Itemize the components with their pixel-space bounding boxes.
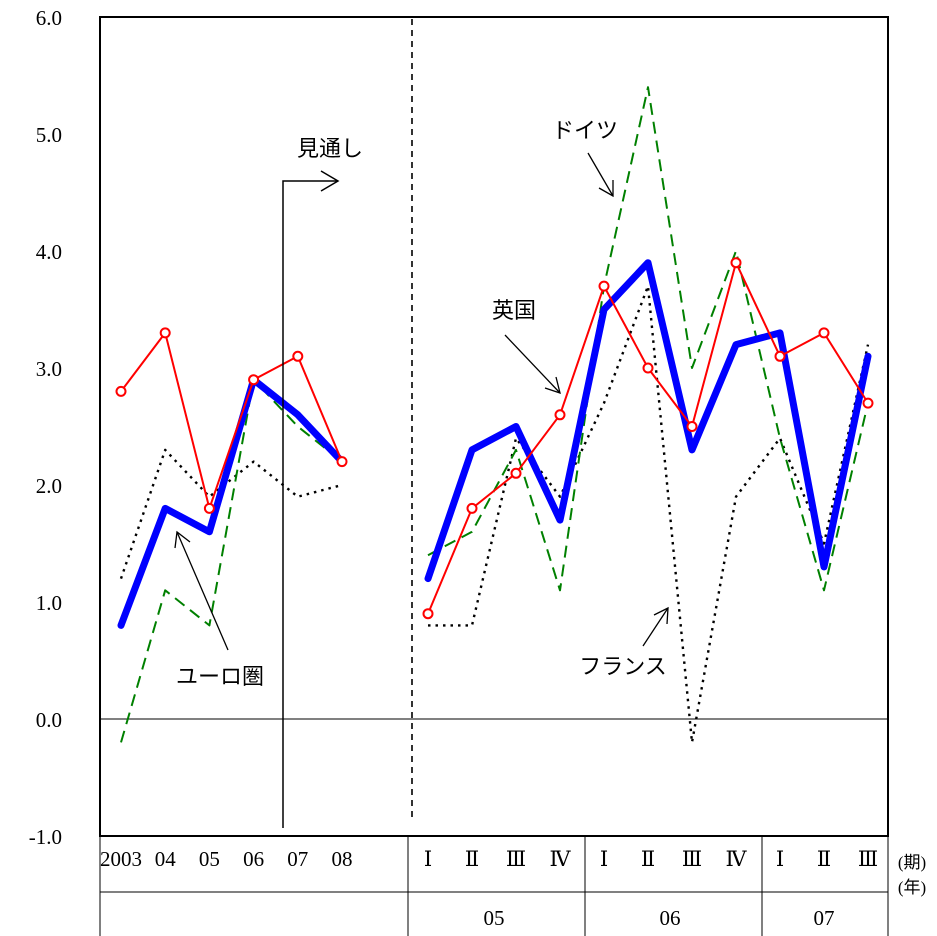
- x-tick-label-quarter: Ⅰ: [424, 847, 432, 871]
- x-axis-table: [99, 836, 889, 936]
- x-tick-label-annual: 06: [243, 847, 264, 871]
- x-tick-label-annual: 08: [332, 847, 353, 871]
- y-tick-label: 6.0: [36, 6, 62, 30]
- annotation-arrow-line: [176, 531, 229, 651]
- series-lines: [115, 86, 874, 744]
- series-1-point: [642, 362, 654, 374]
- series-2-annual-line: [120, 378, 343, 743]
- series-1-point: [248, 374, 260, 386]
- y-tick-label: 2.0: [36, 474, 62, 498]
- forecast-label: 見通し: [297, 136, 363, 161]
- series-1-point: [115, 385, 127, 397]
- series-1-point: [159, 327, 171, 339]
- x-year-label: 07: [814, 906, 835, 930]
- series-1-point: [686, 421, 698, 432]
- quarter-unit-label: (期): [898, 853, 926, 872]
- year-unit-label: (年): [898, 878, 926, 897]
- annotation-arrow-line: [642, 607, 669, 647]
- y-tick-label: 0.0: [36, 708, 62, 732]
- annotation-label: ユーロ圏: [176, 664, 264, 689]
- annotation-label: 英国: [492, 298, 536, 323]
- x-tick-label-annual: 04: [155, 847, 177, 871]
- series-1-point: [336, 456, 348, 468]
- annotation-label: ドイツ: [552, 118, 618, 143]
- annotation-arrow-line: [587, 152, 614, 197]
- x-tick-label-quarter: Ⅳ: [550, 847, 572, 871]
- forecast-arrow-line: [282, 180, 338, 828]
- annotation-uk: 英国: [492, 298, 561, 394]
- y-tick-label: 4.0: [36, 240, 62, 264]
- series-1-point: [598, 280, 610, 292]
- series-2-quarterly-line: [427, 86, 869, 592]
- y-tick-label: 1.0: [36, 591, 62, 615]
- annotation-arrow-line: [504, 334, 561, 394]
- annotation-arrow-head: [174, 530, 191, 549]
- x-tick-label-annual: 2003: [100, 847, 142, 871]
- x-tick-label-quarter: Ⅲ: [858, 847, 878, 871]
- y-tick-label: 5.0: [36, 123, 62, 147]
- x-tick-label-annual: 07: [287, 847, 308, 871]
- annotation-arrow-head: [544, 376, 561, 394]
- x-year-label: 05: [484, 906, 505, 930]
- y-tick-label: -1.0: [29, 825, 62, 849]
- plot-area: [99, 16, 889, 837]
- series-3-annual-line: [119, 448, 343, 579]
- series-1-point: [510, 467, 522, 479]
- series-1-point: [292, 350, 304, 362]
- series-1-point: [554, 409, 566, 421]
- annotation-label: フランス: [579, 654, 667, 679]
- series-1-point: [862, 397, 874, 409]
- series-0-quarterly-line: [424, 259, 872, 583]
- x-tick-label-quarter: Ⅰ: [600, 847, 608, 871]
- x-year-label: 06: [660, 906, 681, 930]
- series-1-point: [422, 608, 434, 620]
- series-1-point: [466, 502, 478, 514]
- x-tick-label-quarter: Ⅰ: [776, 847, 784, 871]
- x-tick-label-quarter: Ⅱ: [465, 847, 479, 871]
- x-tick-label-quarter: Ⅲ: [682, 847, 702, 871]
- series-1-annual-line: [120, 331, 343, 510]
- series-1-point: [730, 257, 742, 269]
- annotation-arrow-head: [598, 180, 614, 198]
- annotation-arrow-head: [653, 606, 669, 625]
- annotation-euro-area: ユーロ圏: [174, 530, 264, 689]
- x-tick-label-quarter: Ⅳ: [726, 847, 748, 871]
- series-1-point: [818, 327, 830, 339]
- series-1-point: [203, 502, 215, 514]
- y-tick-label: 3.0: [36, 357, 62, 381]
- annotation-france: フランス: [579, 606, 669, 679]
- x-tick-label-quarter: Ⅱ: [817, 847, 831, 871]
- series-0-annual-line: [117, 376, 346, 629]
- annotation-germany: ドイツ: [552, 118, 618, 198]
- x-tick-label-annual: 05: [199, 847, 220, 871]
- x-tick-label-quarter: Ⅲ: [506, 847, 526, 871]
- series-1-point: [774, 350, 786, 362]
- y-axis-tick-labels: 6.0 5.0 4.0 3.0 2.0 1.0 0.0 -1.0: [29, 6, 62, 849]
- x-tick-label-quarter: Ⅱ: [641, 847, 655, 871]
- forecast-marker: [282, 170, 340, 828]
- forecast-arrow-head: [320, 170, 340, 192]
